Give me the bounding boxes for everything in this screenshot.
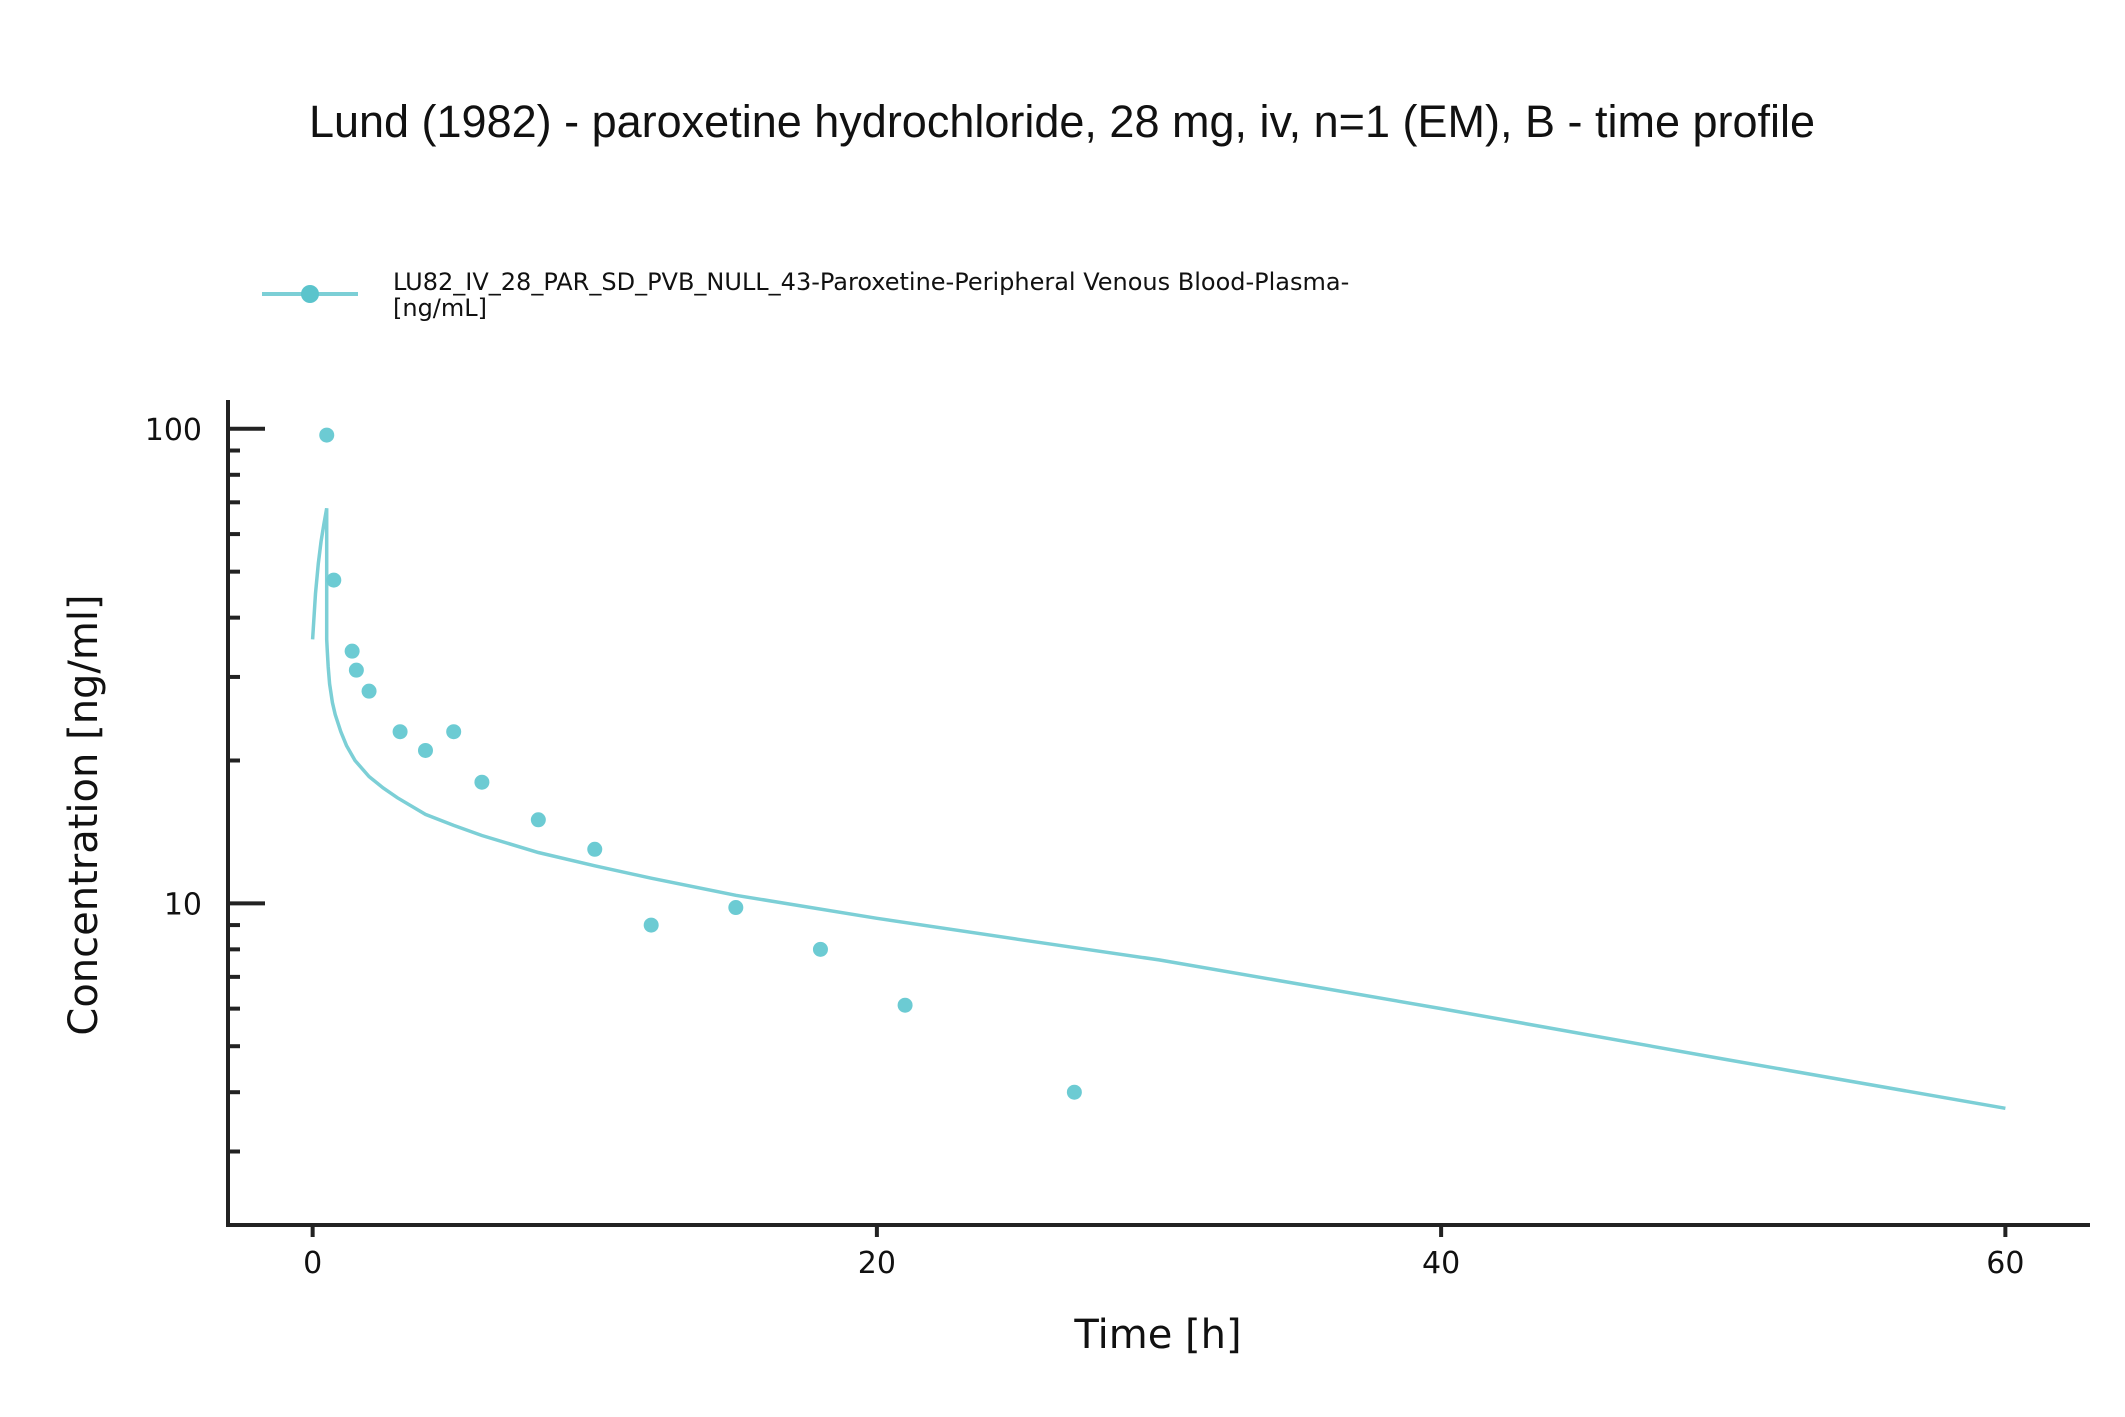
observed-point — [361, 683, 377, 699]
legend-label-line-2: [ng/mL] — [393, 294, 487, 322]
y-axis-title: Concentration [ng/ml] — [61, 594, 107, 1035]
y-ticks: 10 100 — [145, 413, 265, 1154]
x-tick-label: 40 — [1422, 1246, 1460, 1281]
legend-label-line-1: LU82_IV_28_PAR_SD_PVB_NULL_43-Paroxetine… — [393, 268, 1349, 296]
x-tick-label: 0 — [303, 1246, 322, 1281]
simulation-line — [310, 507, 2006, 1111]
observed-point — [446, 724, 462, 740]
observed-point — [474, 774, 490, 790]
observed-point — [344, 643, 360, 659]
x-tick-label: 20 — [858, 1246, 896, 1281]
x-ticks: 0 20 40 60 — [303, 1225, 2024, 1281]
y-tick-label: 10 — [164, 887, 202, 922]
legend: LU82_IV_28_PAR_SD_PVB_NULL_43-Paroxetine… — [262, 268, 1349, 322]
observed-point — [530, 812, 546, 828]
observed-point — [643, 917, 659, 933]
observed-point — [326, 572, 342, 588]
observed-point — [728, 900, 744, 916]
observed-point — [1066, 1084, 1082, 1100]
y-tick-label: 100 — [145, 413, 202, 448]
observed-point — [348, 662, 364, 678]
observed-point — [587, 841, 603, 857]
chart-title: Lund (1982) - paroxetine hydrochloride, … — [309, 96, 1815, 147]
observed-point — [319, 427, 335, 443]
legend-marker-swatch — [301, 285, 319, 303]
x-axis-title: Time [h] — [1073, 1312, 1241, 1358]
x-tick-label: 60 — [1986, 1246, 2024, 1281]
observed-point — [812, 941, 828, 957]
observed-point — [392, 724, 408, 740]
observed-points — [319, 427, 1082, 1100]
observed-point — [417, 742, 433, 758]
observed-point — [897, 997, 913, 1013]
plot-area: 10 100 0 20 40 60 — [145, 400, 2090, 1281]
